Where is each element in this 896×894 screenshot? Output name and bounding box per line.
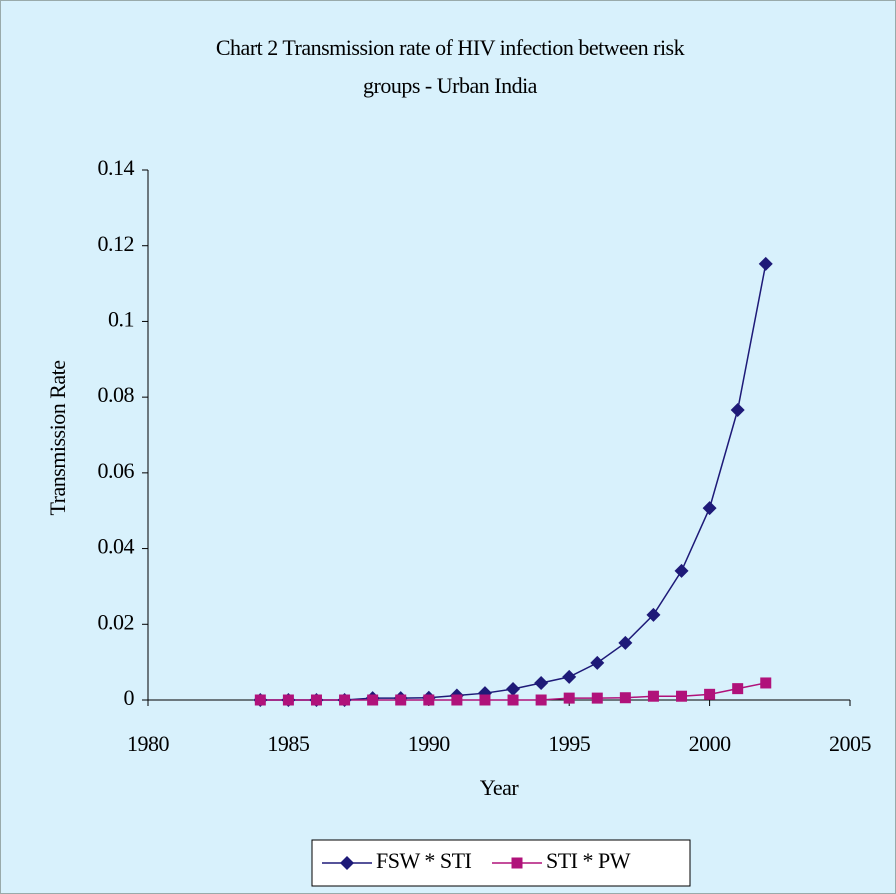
y-tick-label: 0.06 [98, 458, 135, 483]
y-tick-label: 0.14 [98, 155, 135, 180]
marker [563, 692, 575, 704]
marker [534, 675, 549, 690]
legend-label: FSW * STI [376, 848, 472, 873]
marker [562, 669, 577, 684]
marker [702, 501, 717, 516]
y-tick-label: 0.1 [108, 306, 134, 331]
marker [395, 694, 407, 706]
x-tick-label: 1995 [548, 731, 591, 756]
marker [758, 256, 773, 271]
y-tick-label: 0.02 [98, 609, 135, 634]
marker [506, 682, 521, 697]
marker [591, 692, 603, 704]
legend-label: STI * PW [546, 848, 631, 873]
marker [674, 563, 689, 578]
marker [676, 690, 688, 702]
legend-marker [340, 856, 354, 870]
marker [423, 694, 435, 706]
legend-marker [511, 857, 523, 869]
marker [535, 694, 547, 706]
marker [282, 694, 294, 706]
x-tick-label: 1990 [408, 731, 451, 756]
marker [367, 694, 379, 706]
marker [479, 694, 491, 706]
marker [647, 690, 659, 702]
x-axis-label: Year [480, 775, 520, 800]
y-tick-label: 0.04 [98, 534, 135, 559]
y-tick-label: 0 [124, 685, 135, 710]
marker [704, 688, 716, 700]
marker [451, 694, 463, 706]
y-axis-label: Transmission Rate [45, 360, 70, 515]
chart-title: Chart 2 Transmission rate of HIV infecti… [216, 35, 685, 60]
marker [339, 694, 351, 706]
marker [590, 655, 605, 670]
marker [507, 694, 519, 706]
chart-title: groups - Urban India [363, 73, 538, 98]
marker [310, 694, 322, 706]
x-tick-label: 1985 [267, 731, 310, 756]
marker [254, 694, 266, 706]
marker [732, 683, 744, 695]
x-tick-label: 1980 [127, 731, 170, 756]
marker [619, 692, 631, 704]
y-tick-label: 0.12 [98, 231, 135, 256]
marker [730, 403, 745, 418]
x-tick-label: 2000 [689, 731, 732, 756]
y-tick-label: 0.08 [98, 382, 135, 407]
marker [760, 677, 772, 689]
marker [618, 635, 633, 650]
marker [646, 607, 661, 622]
x-tick-label: 2005 [829, 731, 872, 756]
